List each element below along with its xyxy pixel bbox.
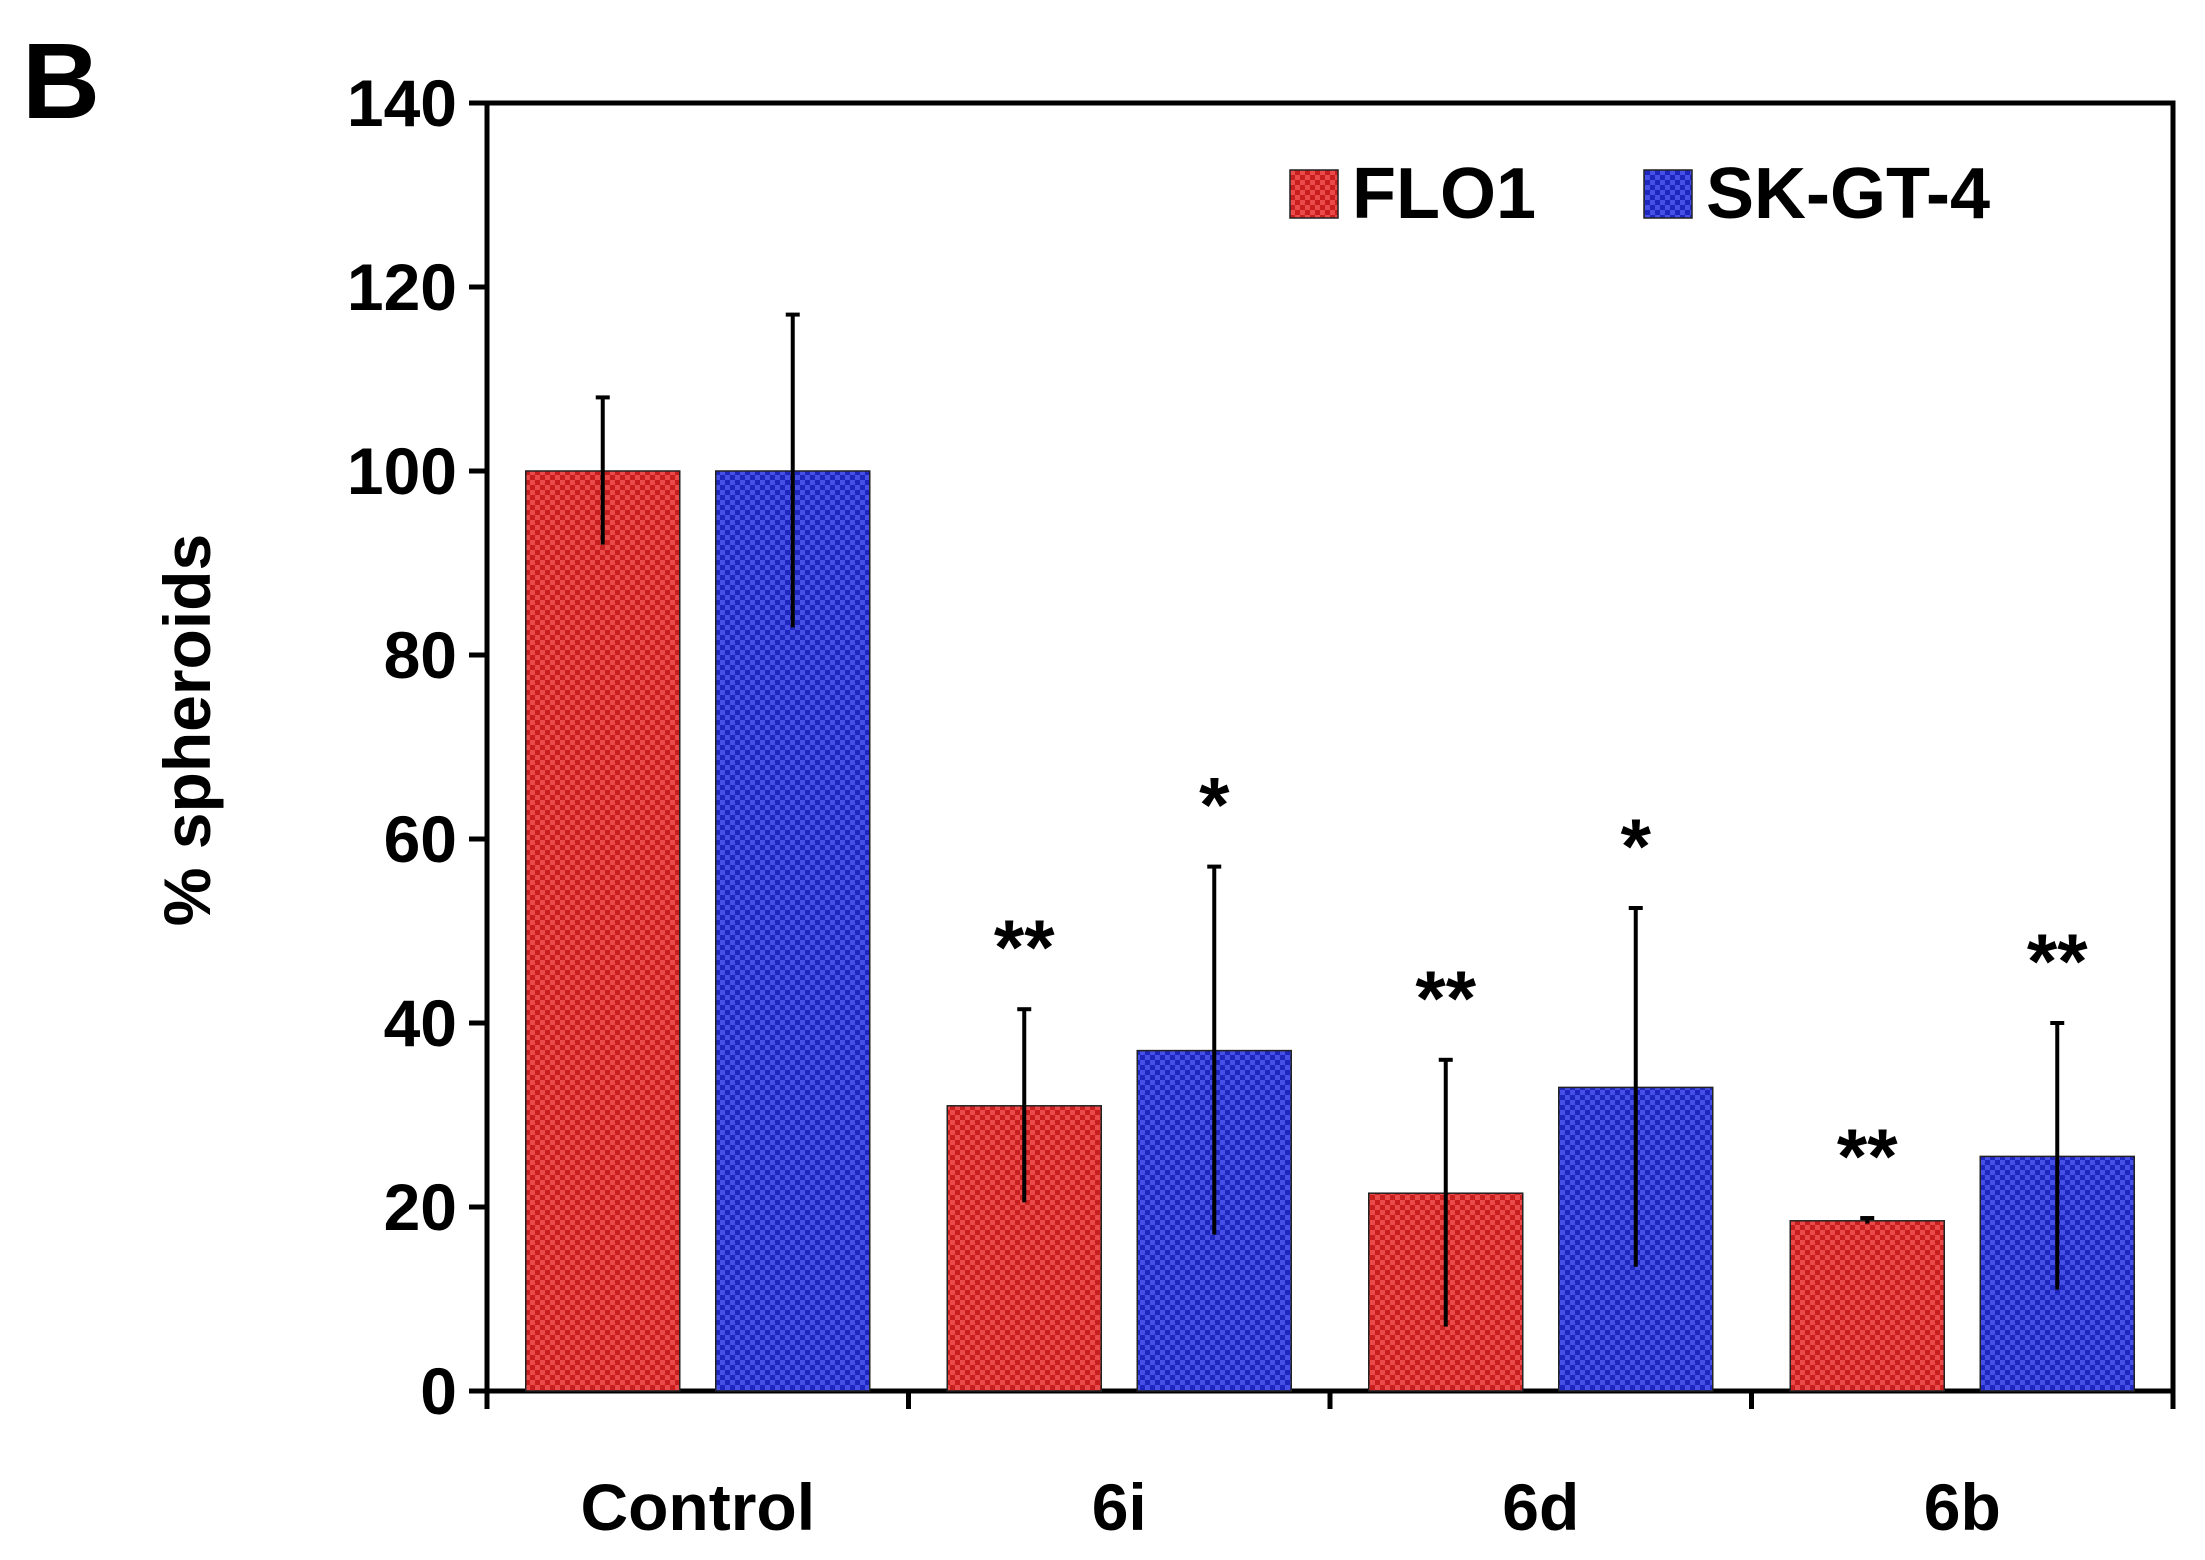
error-bars-group	[595, 312, 2065, 1327]
y-tick-label: 100	[347, 434, 457, 508]
legend: FLO1 SK-GT-4	[1289, 154, 1990, 234]
y-tick-label: 140	[347, 66, 457, 140]
y-tick-label: 60	[384, 802, 457, 876]
x-tick-label: 6i	[1092, 1470, 1147, 1544]
x-tick-label: 6d	[1502, 1470, 1579, 1544]
x-tick-label: 6b	[1924, 1470, 2001, 1544]
legend-swatch-flo1	[1289, 169, 1339, 219]
significance-marker: *	[1621, 802, 1652, 890]
x-tick-label: Control	[580, 1470, 815, 1544]
y-axis: 0 20 40 60 80 100 120 140	[347, 66, 487, 1428]
y-tick-label: 0	[420, 1354, 457, 1428]
significance-marker: **	[1837, 1112, 1898, 1200]
significance-marker: *	[1199, 761, 1230, 849]
bar-flo1-6b	[1789, 1220, 1945, 1392]
y-tick-label: 20	[384, 1170, 457, 1244]
bar-flo1-control	[525, 470, 681, 1392]
significance-marker: **	[2027, 917, 2088, 1005]
significance-marker: **	[1415, 954, 1476, 1042]
legend-swatch-sk-gt-4	[1643, 169, 1693, 219]
legend-label-flo1: FLO1	[1352, 154, 1536, 234]
legend-label-sk-gt-4: SK-GT-4	[1706, 154, 1990, 234]
x-axis: Control 6i 6d 6b	[484, 1391, 2176, 1544]
y-tick-label: 80	[384, 618, 457, 692]
significance-markers: ******* ***	[994, 761, 2088, 1200]
bars-group	[525, 470, 2135, 1392]
y-tick-label: 120	[347, 250, 457, 324]
panel-label: B	[22, 20, 100, 141]
significance-marker: **	[994, 903, 1055, 991]
y-axis-label: % spheroids	[150, 534, 224, 926]
y-tick-label: 40	[384, 986, 457, 1060]
